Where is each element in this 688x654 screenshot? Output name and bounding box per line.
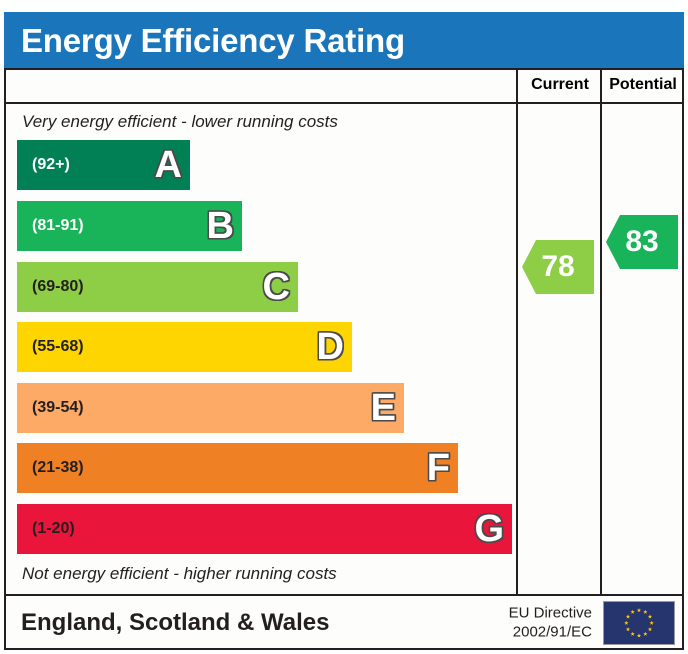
band-letter-a: A <box>154 144 182 186</box>
eu-star <box>630 609 635 614</box>
caption-very-efficient: Very energy efficient - lower running co… <box>22 112 338 131</box>
eu-star <box>636 633 642 638</box>
rating-band-d: (55-68) D <box>17 322 352 372</box>
band-range-e: (39-54) <box>32 399 84 416</box>
band-range-c: (69-80) <box>32 278 84 295</box>
rating-band-a: (92+) A <box>17 140 190 190</box>
rating-band-b: (81-91) B <box>17 201 242 251</box>
eu-star <box>625 614 631 619</box>
band-letter-d: D <box>316 326 344 368</box>
page-title: Energy Efficiency Rating <box>21 21 405 59</box>
eu-directive-line-1: EU Directive <box>508 604 592 622</box>
eu-star <box>625 627 631 632</box>
footer-region-label: England, Scotland & Wales <box>21 609 330 636</box>
chart-title-bar: Energy Efficiency Rating <box>4 12 684 68</box>
chart-footer: England, Scotland & Wales EU Directive 2… <box>4 594 684 650</box>
eu-star <box>643 609 648 614</box>
column-divider-left <box>516 68 518 594</box>
column-header-row: Current Potential <box>4 68 684 104</box>
eu-star <box>630 631 635 636</box>
band-range-d: (55-68) <box>32 338 84 355</box>
band-letter-b: B <box>206 205 234 247</box>
band-range-b: (81-91) <box>32 217 84 234</box>
caption-not-efficient: Not energy efficient - higher running co… <box>22 564 337 583</box>
column-header-current: Current <box>531 76 589 93</box>
footer-eu-directive: EU Directive 2002/91/EC <box>509 604 592 642</box>
eu-star <box>643 631 648 636</box>
band-letter-g: G <box>474 508 504 550</box>
band-range-g: (1-20) <box>32 520 75 537</box>
band-range-a: (92+) <box>32 156 70 173</box>
rating-band-c: (69-80) C <box>17 262 298 312</box>
eu-star <box>649 620 654 625</box>
band-letter-c: C <box>262 266 290 308</box>
rating-band-f: (21-38) F <box>17 443 458 493</box>
rating-band-g: (1-20) G <box>17 504 512 554</box>
eu-star <box>647 614 653 619</box>
rating-band-e: (39-54) E <box>17 383 404 433</box>
column-header-potential: Potential <box>609 76 677 93</box>
band-letter-f: F <box>426 447 450 489</box>
eu-star <box>647 627 653 632</box>
eu-star <box>636 608 642 613</box>
band-letter-e: E <box>370 387 396 429</box>
band-range-f: (21-38) <box>32 459 84 476</box>
eu-star <box>624 620 629 625</box>
eu-directive-line-2: 2002/91/EC <box>512 623 592 640</box>
eu-flag-icon <box>603 601 675 645</box>
column-divider-right <box>600 68 602 594</box>
